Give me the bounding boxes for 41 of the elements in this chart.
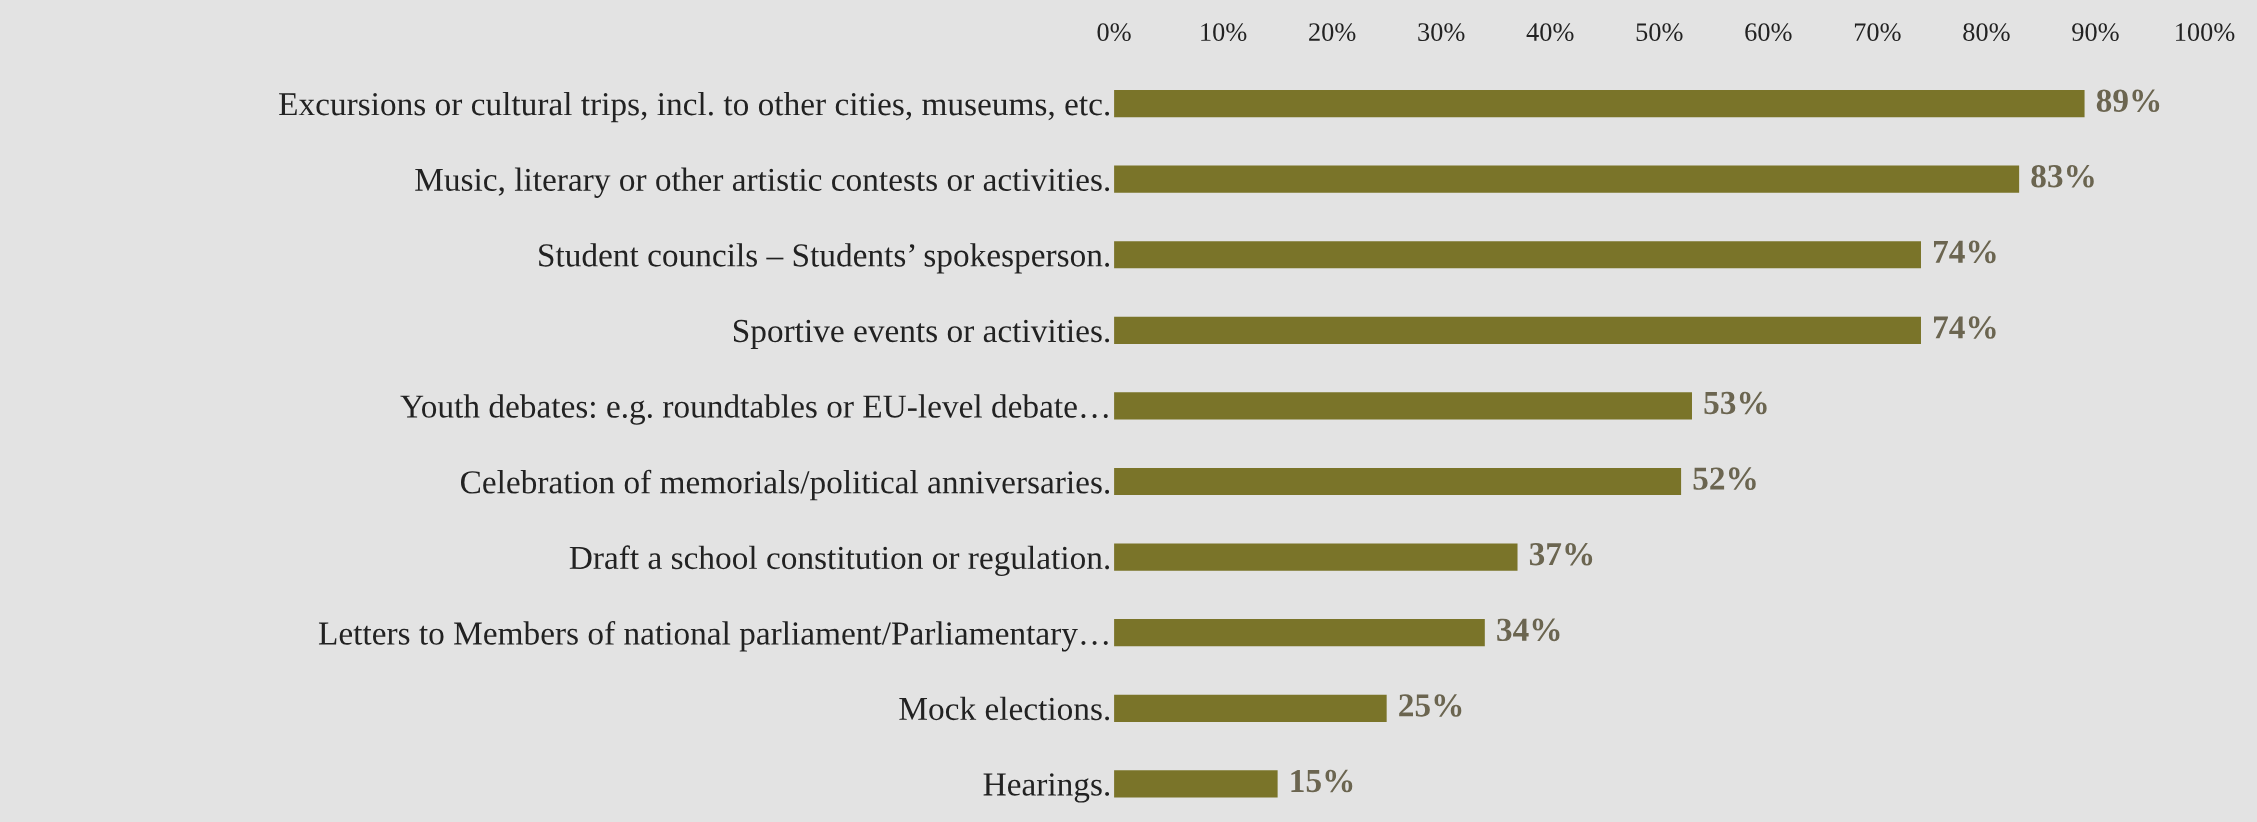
bar — [1114, 165, 2020, 193]
bar — [1114, 89, 2085, 118]
bar — [1114, 241, 1921, 269]
y-tick-label: Student councils – Students’ spokesperson. — [539, 243, 1110, 274]
data-label: 74% — [1934, 240, 1996, 264]
y-tick-label: Draft a school constitution or regulation. — [569, 545, 1110, 577]
y-tick-label: Letters to Members of national parliament/Parliamentary… — [318, 620, 1108, 652]
x-tick-label: 0% — [1097, 23, 1131, 42]
data-label: 53% — [1704, 391, 1767, 415]
data-label: 74% — [1934, 316, 1996, 339]
bar — [1114, 694, 1387, 722]
y-tick-label: Excursions or cultural trips, incl. to other cities, museums, etc. — [279, 91, 1110, 123]
y-tick-label: Mock elections. — [899, 696, 1110, 721]
data-label: 25% — [1399, 694, 1462, 717]
y-tick-label: Music, literary or other artistic contests or activities. — [415, 167, 1110, 198]
data-label: 83% — [2031, 165, 2094, 188]
y-tick-label: Sportive events or activities. — [733, 319, 1110, 349]
x-tick-label: 70% — [1854, 23, 1901, 42]
data-label: 89% — [2096, 89, 2160, 113]
x-tick-label: 40% — [1526, 23, 1574, 42]
x-tick-label: 100% — [2176, 23, 2235, 42]
x-tick-label: 30% — [1418, 23, 1465, 42]
y-tick-label: Hearings. — [983, 773, 1110, 803]
data-label: 15% — [1291, 769, 1353, 793]
data-label: 34% — [1497, 618, 1560, 642]
data-label: 37% — [1529, 542, 1593, 566]
y-tick-label: Celebration of memorials/political anniversaries. — [460, 469, 1110, 501]
x-tick-label: 10% — [1201, 23, 1247, 42]
bar — [1114, 316, 1921, 344]
bar — [1114, 619, 1485, 647]
y-tick-label: Youth debates: e.g. roundtables or EU-level debate… — [400, 394, 1108, 425]
x-tick-label: 60% — [1745, 23, 1792, 42]
x-tick-label: 90% — [2072, 23, 2119, 42]
x-tick-label: 80% — [1963, 23, 2010, 42]
bar — [1114, 770, 1278, 798]
x-tick-label: 20% — [1309, 23, 1356, 42]
bar — [1114, 392, 1692, 420]
bar — [1114, 467, 1682, 496]
x-tick-label: 50% — [1636, 23, 1683, 42]
bar — [1114, 543, 1518, 571]
data-label: 52% — [1693, 467, 1756, 490]
